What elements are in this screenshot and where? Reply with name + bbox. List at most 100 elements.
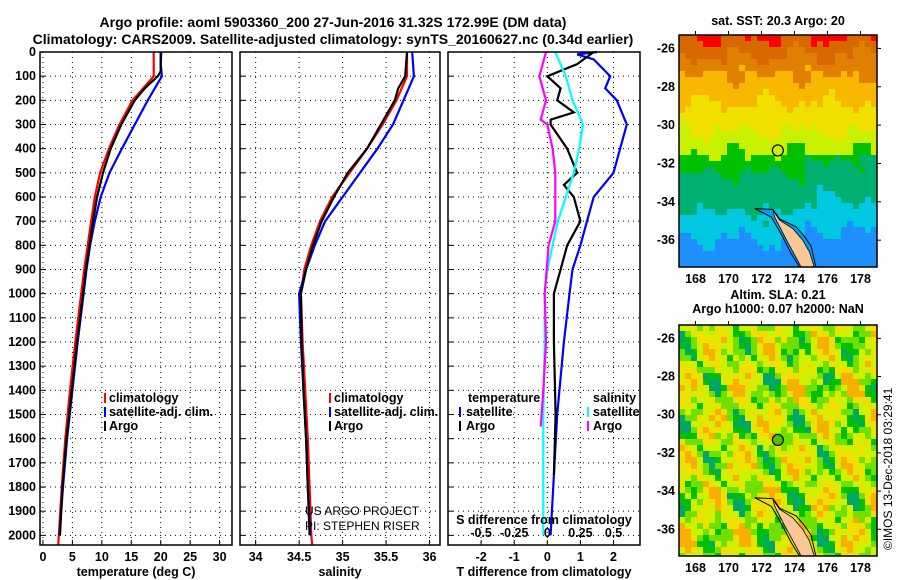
map-cell (805, 373, 811, 379)
map-cell (853, 221, 859, 227)
map-cell (757, 173, 763, 179)
map-cell (685, 337, 691, 343)
map-cell (697, 349, 703, 355)
map-cell (805, 451, 811, 457)
map-cell (721, 391, 727, 397)
map-cell (835, 331, 841, 337)
map-cell (865, 155, 871, 161)
map-cell (679, 397, 685, 403)
map-cell (817, 179, 823, 185)
map-cell (715, 89, 721, 95)
map-cell (805, 511, 811, 517)
x-tick-label: 34 (249, 550, 263, 564)
map-cell (715, 71, 721, 77)
map-cell (865, 337, 871, 343)
legend-swatch (329, 393, 331, 403)
map-cell (697, 35, 703, 41)
map-cell (835, 343, 841, 349)
map-cell (799, 373, 805, 379)
map-cell (781, 185, 787, 191)
map-cell (685, 179, 691, 185)
map-cell (733, 101, 739, 107)
map-cell (859, 349, 865, 355)
map-cell (787, 511, 793, 517)
map-cell (745, 149, 751, 155)
map-cell (829, 451, 835, 457)
map-cell (859, 221, 865, 227)
map-cell (757, 197, 763, 203)
map-cell (721, 125, 727, 131)
map-cell (865, 191, 871, 197)
map-cell (817, 227, 823, 233)
map-cell (841, 421, 847, 427)
map-cell (799, 343, 805, 349)
map-cell (781, 451, 787, 457)
map-cell (679, 101, 685, 107)
map-cell (805, 481, 811, 487)
map-cell (841, 379, 847, 385)
map-cell (703, 505, 709, 511)
map-cell (697, 179, 703, 185)
map-cell (841, 245, 847, 251)
map-cell (799, 89, 805, 95)
map-cell (763, 59, 769, 65)
map-cell (859, 65, 865, 71)
map-cell (811, 233, 817, 239)
map-cell (679, 445, 685, 451)
map-cell (829, 155, 835, 161)
map-cell (805, 505, 811, 511)
map-cell (835, 385, 841, 391)
map-cell (871, 403, 877, 409)
map-cell (769, 95, 775, 101)
map-cell (781, 137, 787, 143)
legend-label: Argo (593, 419, 623, 433)
map-cell (733, 421, 739, 427)
map-cell (745, 415, 751, 421)
map-cell (871, 547, 877, 553)
map-cell (853, 185, 859, 191)
map-cell (811, 475, 817, 481)
map-cell (757, 535, 763, 541)
map-cell (769, 343, 775, 349)
map-cell (799, 173, 805, 179)
map-cell (829, 487, 835, 493)
map-cell (787, 257, 793, 263)
map-cell (745, 215, 751, 221)
map-cell (709, 89, 715, 95)
map-cell (721, 517, 727, 523)
map-cell (865, 131, 871, 137)
map-cell (751, 191, 757, 197)
map-cell (847, 547, 853, 553)
map-cell (853, 535, 859, 541)
map-cell (727, 59, 733, 65)
map-cell (697, 439, 703, 445)
map-frame (678, 324, 878, 557)
map-cell (679, 131, 685, 137)
map-cell (679, 209, 685, 215)
map-cell (865, 433, 871, 439)
map-cell (787, 263, 793, 267)
map-cell (757, 343, 763, 349)
map-cell (865, 47, 871, 53)
map-cell (679, 203, 685, 209)
map-cell (775, 421, 781, 427)
map-cell (823, 349, 829, 355)
map-cell (727, 191, 733, 197)
map-cell (805, 35, 811, 41)
map-cell (679, 161, 685, 167)
map-cell (739, 227, 745, 233)
map-cell (829, 233, 835, 239)
map-cell (697, 451, 703, 457)
s-tick-label: 0.5 (605, 526, 622, 540)
map-cell (733, 457, 739, 463)
map-cell (775, 107, 781, 113)
map-cell (817, 343, 823, 349)
map-cell (829, 529, 835, 535)
map-cell (703, 493, 709, 499)
map-cell (805, 227, 811, 233)
map-cell (739, 113, 745, 119)
map-cell (751, 197, 757, 203)
map-cell (715, 457, 721, 463)
map-cell (799, 95, 805, 101)
map-cell (811, 469, 817, 475)
